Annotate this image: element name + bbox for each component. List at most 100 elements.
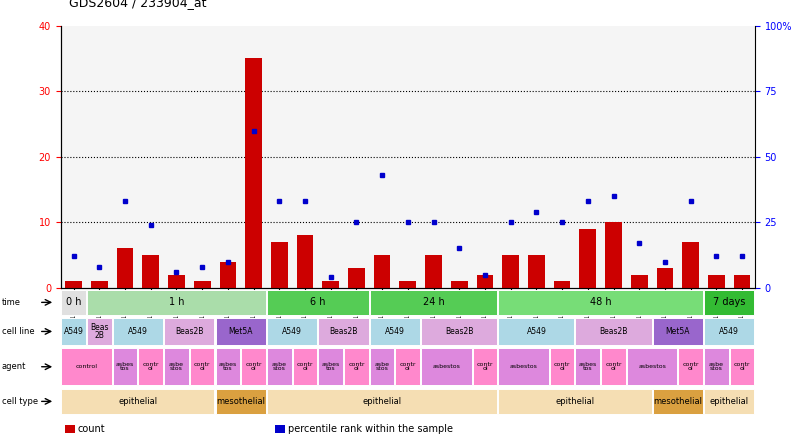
Text: 7 days: 7 days — [713, 297, 745, 307]
Text: agent: agent — [2, 362, 26, 371]
Bar — [575, 349, 600, 385]
Text: cell type: cell type — [2, 397, 38, 406]
Bar — [344, 349, 369, 385]
Text: asbestos: asbestos — [638, 364, 666, 369]
Text: contr
ol: contr ol — [194, 362, 211, 372]
Bar — [164, 318, 215, 345]
Text: asbe
stos: asbe stos — [709, 362, 724, 372]
Bar — [502, 255, 519, 288]
Text: contr
ol: contr ol — [682, 362, 699, 372]
Bar — [370, 289, 497, 315]
Bar — [292, 349, 318, 385]
Bar — [528, 255, 545, 288]
Text: epithelial: epithelial — [363, 397, 402, 406]
Bar — [730, 349, 754, 385]
Text: contr
ol: contr ol — [605, 362, 622, 372]
Bar — [708, 274, 725, 288]
Bar — [62, 388, 215, 414]
Bar — [704, 388, 754, 414]
Text: A549: A549 — [128, 327, 147, 336]
Bar — [554, 281, 570, 288]
Bar — [66, 281, 82, 288]
Text: A549: A549 — [719, 327, 740, 336]
Bar — [168, 274, 185, 288]
Bar — [164, 349, 189, 385]
Bar — [241, 349, 266, 385]
Bar — [215, 349, 241, 385]
Bar — [62, 289, 86, 315]
Bar — [113, 349, 138, 385]
Text: Beas2B: Beas2B — [445, 327, 473, 336]
Text: asbe
stos: asbe stos — [169, 362, 184, 372]
Bar — [348, 268, 364, 288]
Text: GDS2604 / 233904_at: GDS2604 / 233904_at — [69, 0, 207, 9]
Bar — [631, 274, 647, 288]
Text: 48 h: 48 h — [590, 297, 612, 307]
Text: contr
ol: contr ol — [554, 362, 570, 372]
Text: asbestos: asbestos — [433, 364, 460, 369]
Text: asbestos: asbestos — [509, 364, 538, 369]
Bar — [267, 388, 497, 414]
Bar — [498, 289, 703, 315]
Text: contr
ol: contr ol — [245, 362, 262, 372]
Bar — [318, 349, 343, 385]
Bar — [322, 281, 339, 288]
Bar — [627, 349, 677, 385]
Text: epithelial: epithelial — [556, 397, 595, 406]
Bar — [498, 318, 574, 345]
Bar — [421, 349, 471, 385]
Bar — [318, 318, 369, 345]
Bar — [117, 249, 134, 288]
Bar — [399, 281, 416, 288]
Text: A549: A549 — [526, 327, 546, 336]
Text: mesothelial: mesothelial — [216, 397, 265, 406]
Bar — [267, 349, 292, 385]
Text: count: count — [78, 424, 105, 434]
Bar — [215, 388, 266, 414]
Text: Met5A: Met5A — [666, 327, 690, 336]
Bar — [601, 349, 626, 385]
Text: Met5A: Met5A — [228, 327, 253, 336]
Text: percentile rank within the sample: percentile rank within the sample — [288, 424, 454, 434]
Bar — [550, 349, 574, 385]
Bar — [87, 318, 112, 345]
Text: Beas2B: Beas2B — [175, 327, 203, 336]
Bar — [139, 349, 163, 385]
Bar — [421, 318, 497, 345]
Bar — [498, 388, 651, 414]
Text: 6 h: 6 h — [310, 297, 326, 307]
Text: 1 h: 1 h — [168, 297, 184, 307]
Bar — [682, 242, 699, 288]
Bar — [373, 255, 390, 288]
Text: Beas2B: Beas2B — [330, 327, 358, 336]
Bar — [370, 349, 394, 385]
Bar — [220, 262, 237, 288]
Bar — [87, 289, 266, 315]
Text: asbe
stos: asbe stos — [374, 362, 390, 372]
Text: contr
ol: contr ol — [477, 362, 493, 372]
Text: contr
ol: contr ol — [734, 362, 750, 372]
Bar — [451, 281, 467, 288]
Text: A549: A549 — [64, 327, 83, 336]
Text: A549: A549 — [282, 327, 302, 336]
Bar — [267, 289, 369, 315]
Text: contr
ol: contr ol — [143, 362, 159, 372]
Text: asbe
stos: asbe stos — [272, 362, 287, 372]
Bar — [704, 318, 754, 345]
Text: control: control — [75, 364, 97, 369]
Text: A549: A549 — [385, 327, 405, 336]
Bar — [704, 349, 729, 385]
Bar — [370, 318, 420, 345]
Bar — [704, 289, 754, 315]
Bar — [271, 242, 288, 288]
Text: 24 h: 24 h — [423, 297, 445, 307]
Bar — [734, 274, 750, 288]
Text: 0 h: 0 h — [66, 297, 81, 307]
Bar — [296, 235, 313, 288]
Text: contr
ol: contr ol — [399, 362, 416, 372]
Bar — [267, 318, 318, 345]
Text: Beas2B: Beas2B — [599, 327, 628, 336]
Bar — [245, 59, 262, 288]
Bar — [194, 281, 211, 288]
Bar — [113, 318, 163, 345]
